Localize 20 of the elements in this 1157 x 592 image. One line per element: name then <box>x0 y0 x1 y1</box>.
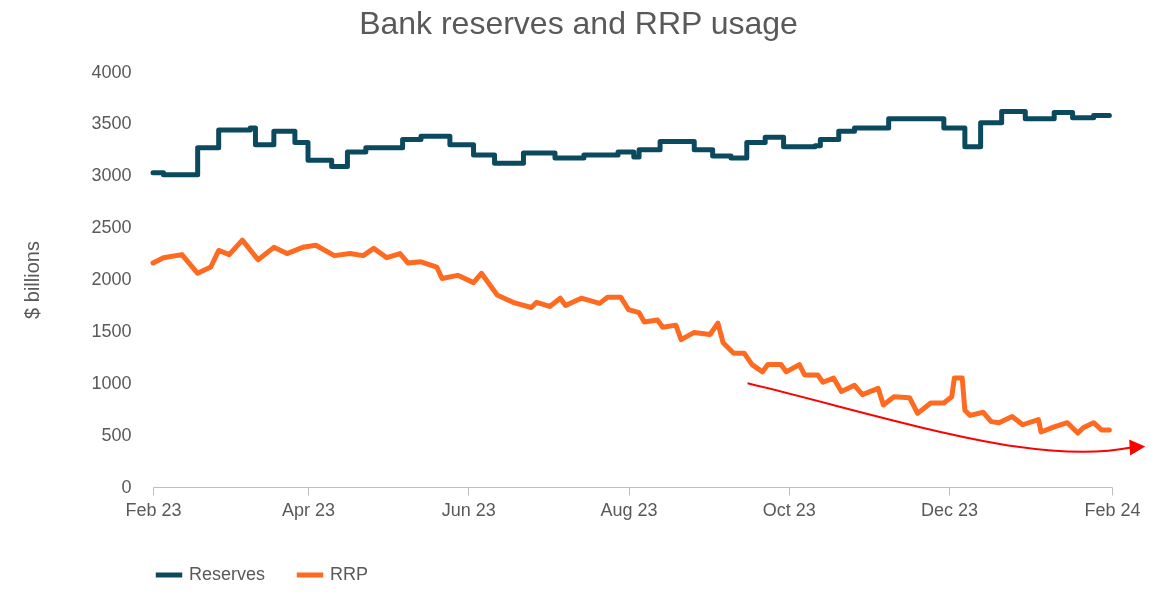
legend-label: RRP <box>330 564 369 584</box>
x-tick-label: Apr 23 <box>281 499 336 520</box>
y-tick-label: 2000 <box>91 269 132 289</box>
y-tick-label: 1000 <box>91 372 132 393</box>
y-tick-label: 1500 <box>91 320 132 341</box>
y-tick-label: 500 <box>101 424 132 445</box>
legend-label: Reserves <box>189 564 266 584</box>
x-tick-label: Oct 23 <box>762 499 816 520</box>
y-axis-title: $ billions <box>21 241 44 319</box>
x-tick-label: Aug 23 <box>600 499 658 520</box>
y-tick-label: 4000 <box>91 61 132 82</box>
chart-title: Bank reserves and RRP usage <box>359 5 798 41</box>
y-tick-label: 0 <box>121 476 132 497</box>
y-tick-label: 3500 <box>91 113 132 134</box>
x-tick-label: Jun 23 <box>441 499 496 520</box>
y-tick-label: 3000 <box>91 165 132 186</box>
x-tick-label: Feb 24 <box>1084 499 1141 520</box>
y-tick-label: 2500 <box>91 217 132 238</box>
x-tick-label: Dec 23 <box>921 499 979 520</box>
x-tick-label: Feb 23 <box>125 499 182 520</box>
